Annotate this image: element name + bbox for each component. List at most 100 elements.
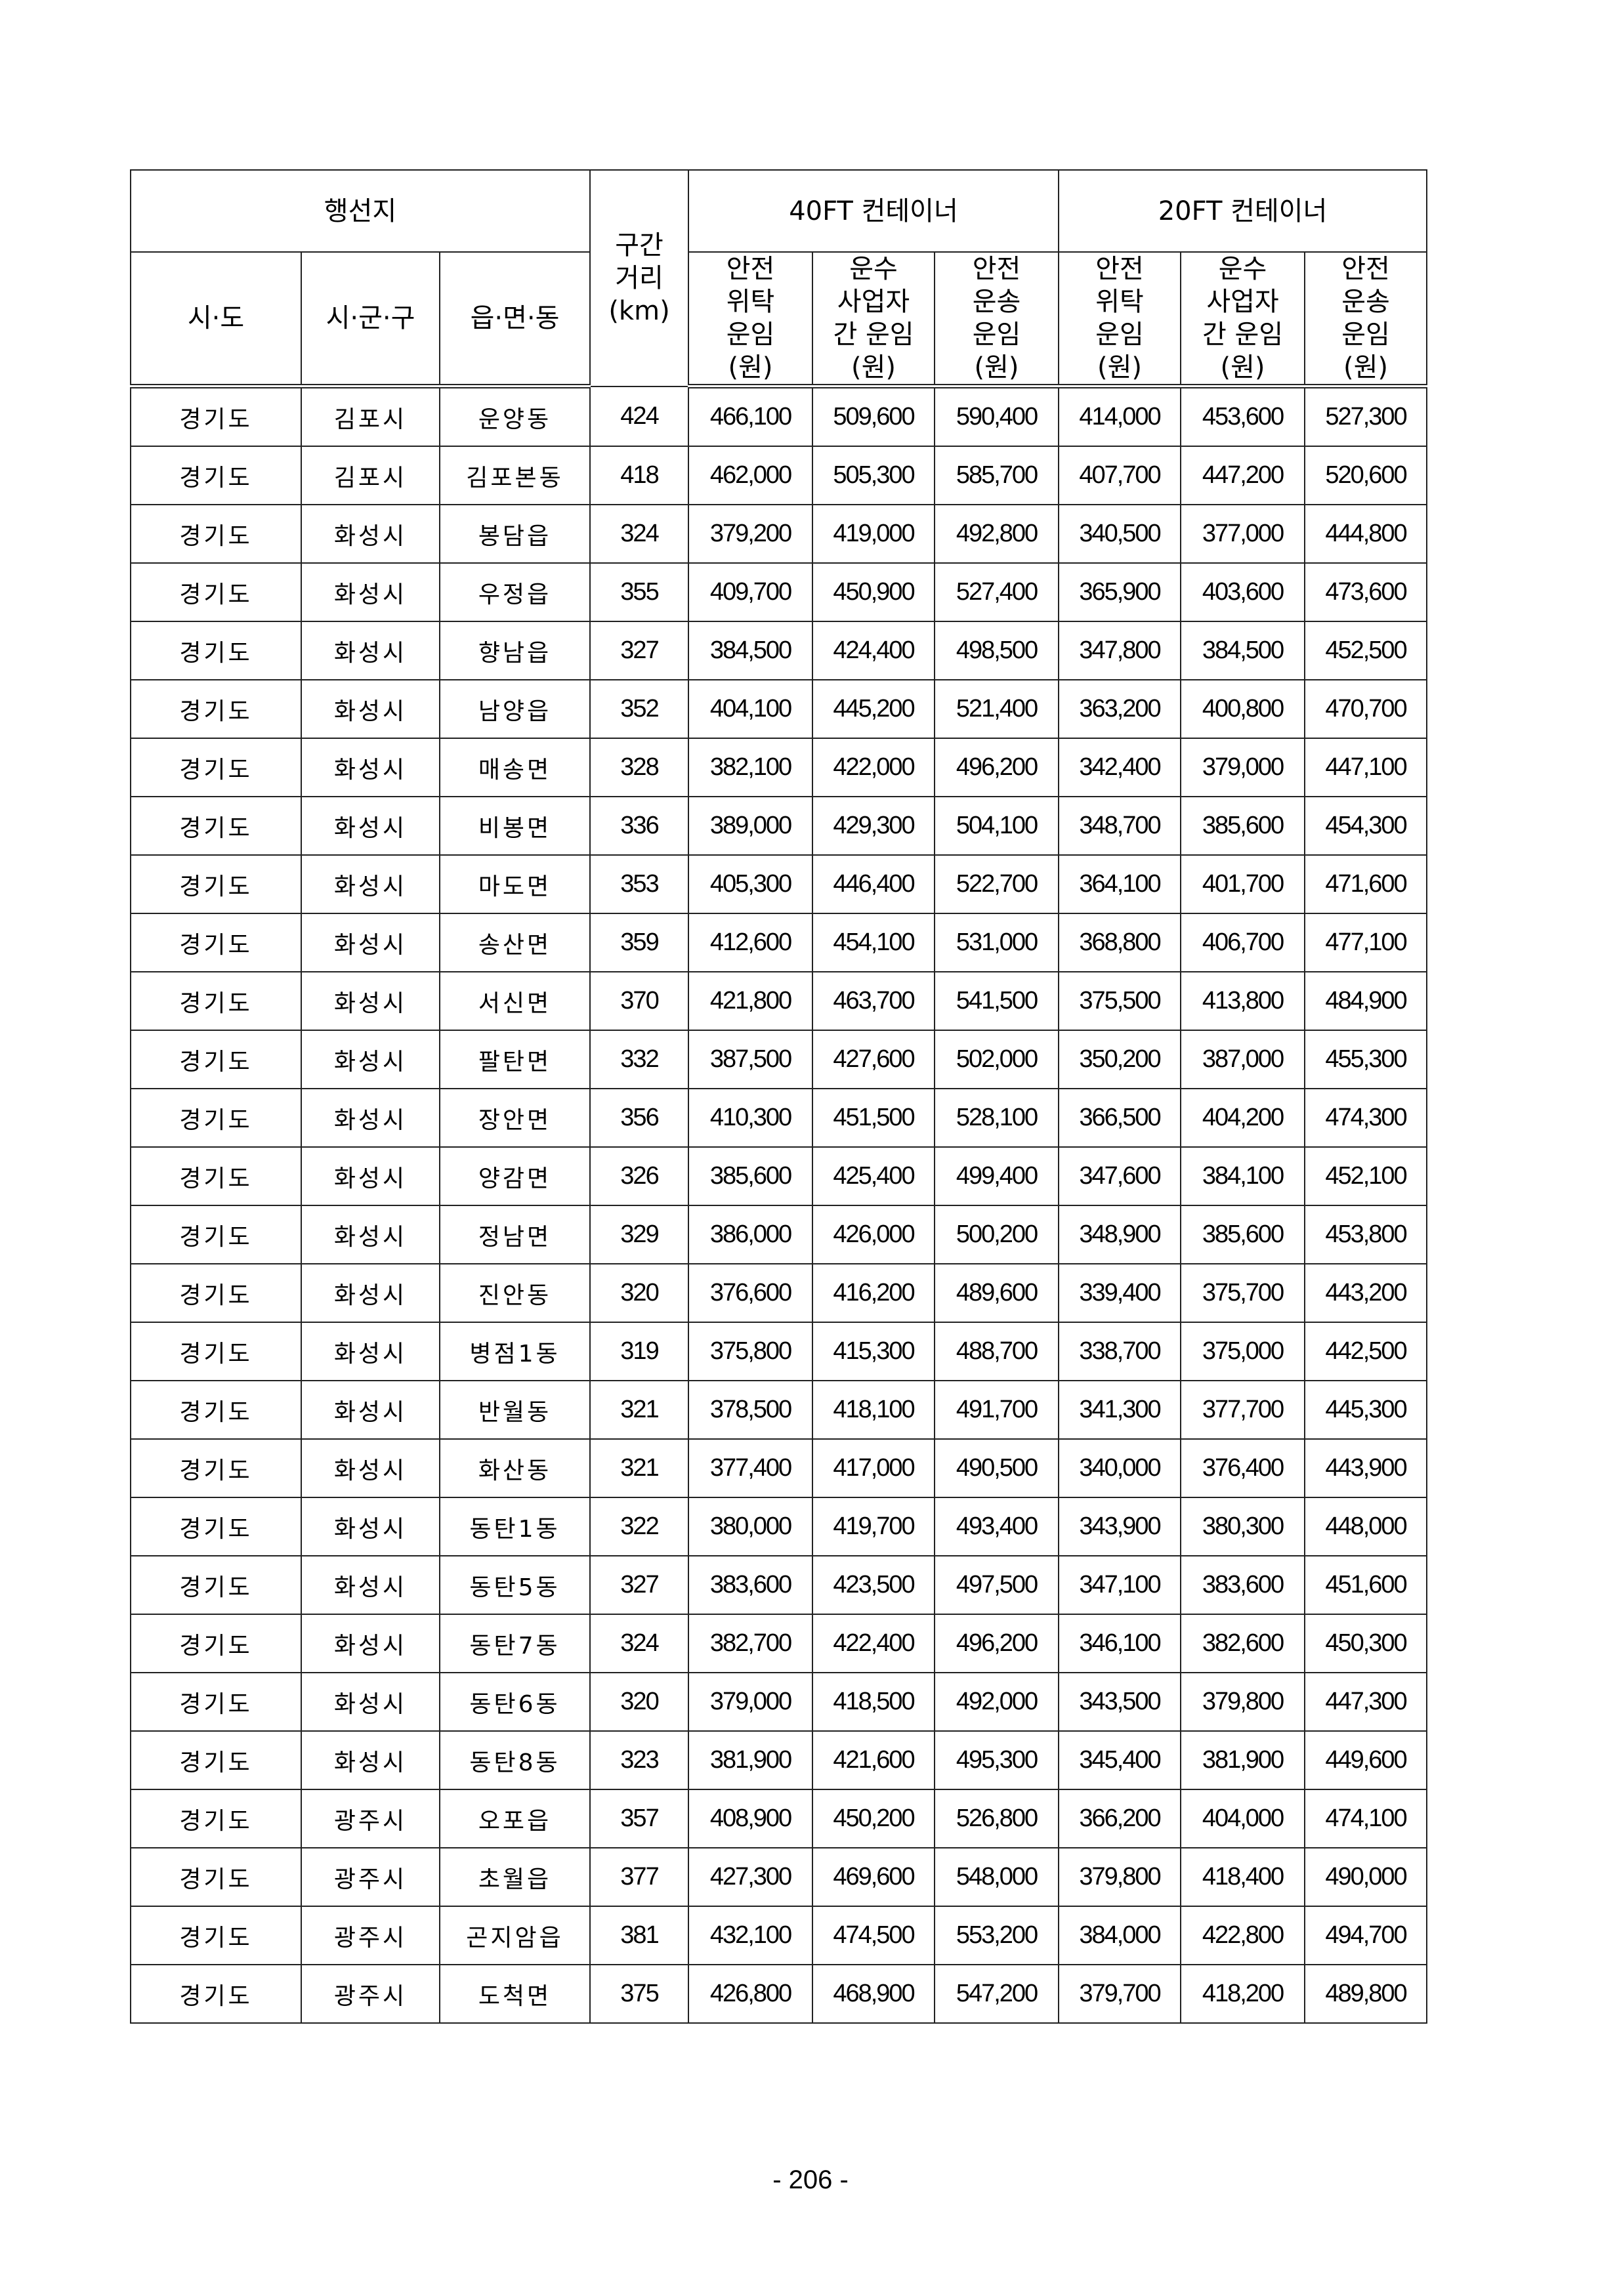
cell-20ft-safety-transport: 447,300 bbox=[1304, 1672, 1428, 1732]
cell-distance: 356 bbox=[589, 1088, 689, 1148]
table-row: 경기도 화성시 양감면 326 385,600 425,400 499,400 347,600… bbox=[130, 1146, 1428, 1206]
table-row: 경기도 화성시 동탄5동 327 383,600 423,500 497,500 347,10… bbox=[130, 1555, 1428, 1615]
cell-distance: 359 bbox=[589, 913, 689, 972]
cell-20ft-safety-transport: 448,000 bbox=[1304, 1497, 1428, 1556]
cell-town: 서신면 bbox=[439, 971, 591, 1031]
cell-40ft-safety-consign: 384,500 bbox=[688, 621, 813, 680]
cell-40ft-safety-transport: 490,500 bbox=[933, 1438, 1060, 1498]
cell-distance: 377 bbox=[589, 1847, 689, 1907]
cell-40ft-safety-consign: 427,300 bbox=[688, 1847, 813, 1907]
cell-40ft-safety-transport: 504,100 bbox=[933, 796, 1060, 856]
cell-20ft-safety-transport: 489,800 bbox=[1304, 1964, 1428, 2024]
cell-town: 봉담읍 bbox=[439, 504, 591, 564]
cell-40ft-safety-transport: 492,000 bbox=[933, 1672, 1060, 1732]
cell-40ft-inter-carrier: 419,700 bbox=[812, 1497, 935, 1556]
cell-40ft-safety-consign: 404,100 bbox=[688, 679, 813, 739]
cell-40ft-safety-transport: 492,800 bbox=[933, 504, 1060, 564]
cell-40ft-safety-consign: 405,300 bbox=[688, 854, 813, 914]
cell-20ft-inter-carrier: 377,000 bbox=[1180, 504, 1306, 564]
cell-20ft-safety-consign: 347,800 bbox=[1058, 621, 1182, 680]
cell-province: 경기도 bbox=[130, 854, 302, 914]
cell-40ft-inter-carrier: 469,600 bbox=[812, 1847, 935, 1907]
cell-40ft-safety-consign: 379,000 bbox=[688, 1672, 813, 1732]
cell-40ft-inter-carrier: 424,400 bbox=[812, 621, 935, 680]
cell-town: 동탄6동 bbox=[439, 1672, 591, 1732]
header-40ft-inter-carrier: 운수 사업자 간 운임 (원) bbox=[812, 251, 935, 388]
cell-40ft-safety-transport: 553,200 bbox=[933, 1906, 1060, 1965]
cell-20ft-safety-consign: 384,000 bbox=[1058, 1906, 1182, 1965]
cell-40ft-safety-transport: 548,000 bbox=[933, 1847, 1060, 1907]
cell-20ft-safety-transport: 452,100 bbox=[1304, 1146, 1428, 1206]
cell-20ft-safety-consign: 348,900 bbox=[1058, 1205, 1182, 1264]
cell-town: 오포읍 bbox=[439, 1789, 591, 1848]
cell-20ft-safety-consign: 338,700 bbox=[1058, 1322, 1182, 1381]
cell-20ft-safety-consign: 343,500 bbox=[1058, 1672, 1182, 1732]
cell-20ft-inter-carrier: 404,200 bbox=[1180, 1088, 1306, 1148]
cell-city: 광주시 bbox=[301, 1964, 440, 2024]
cell-40ft-safety-consign: 378,500 bbox=[688, 1380, 813, 1440]
cell-distance: 327 bbox=[589, 621, 689, 680]
cell-40ft-inter-carrier: 422,000 bbox=[812, 738, 935, 797]
cell-city: 화성시 bbox=[301, 1380, 440, 1440]
table-row: 경기도 화성시 향남읍 327 384,500 424,400 498,500 347,800… bbox=[130, 621, 1428, 680]
cell-city: 화성시 bbox=[301, 1672, 440, 1732]
cell-40ft-safety-consign: 386,000 bbox=[688, 1205, 813, 1264]
cell-20ft-safety-consign: 340,500 bbox=[1058, 504, 1182, 564]
cell-20ft-inter-carrier: 400,800 bbox=[1180, 679, 1306, 739]
cell-40ft-inter-carrier: 416,200 bbox=[812, 1263, 935, 1323]
table-row: 경기도 화성시 반월동 321 378,500 418,100 491,700 341,300… bbox=[130, 1380, 1428, 1440]
cell-city: 화성시 bbox=[301, 1497, 440, 1556]
cell-20ft-safety-transport: 454,300 bbox=[1304, 796, 1428, 856]
cell-20ft-safety-transport: 490,000 bbox=[1304, 1847, 1428, 1907]
cell-province: 경기도 bbox=[130, 562, 302, 622]
header-20ft: 20FT 컨테이너 bbox=[1058, 169, 1428, 253]
cell-40ft-inter-carrier: 446,400 bbox=[812, 854, 935, 914]
cell-40ft-inter-carrier: 474,500 bbox=[812, 1906, 935, 1965]
header-20ft-inter-carrier: 운수 사업자 간 운임 (원) bbox=[1180, 251, 1306, 388]
cell-city: 화성시 bbox=[301, 504, 440, 564]
cell-40ft-inter-carrier: 427,600 bbox=[812, 1030, 935, 1089]
cell-40ft-inter-carrier: 505,300 bbox=[812, 446, 935, 505]
cell-city: 광주시 bbox=[301, 1906, 440, 1965]
cell-city: 김포시 bbox=[301, 446, 440, 505]
cell-province: 경기도 bbox=[130, 1088, 302, 1148]
cell-20ft-safety-transport: 471,600 bbox=[1304, 854, 1428, 914]
cell-city: 화성시 bbox=[301, 621, 440, 680]
cell-20ft-safety-transport: 470,700 bbox=[1304, 679, 1428, 739]
cell-20ft-safety-transport: 443,200 bbox=[1304, 1263, 1428, 1323]
cell-40ft-inter-carrier: 417,000 bbox=[812, 1438, 935, 1498]
cell-province: 경기도 bbox=[130, 621, 302, 680]
cell-20ft-safety-transport: 442,500 bbox=[1304, 1322, 1428, 1381]
cell-20ft-safety-consign: 366,200 bbox=[1058, 1789, 1182, 1848]
cell-distance: 332 bbox=[589, 1030, 689, 1089]
cell-40ft-safety-consign: 380,000 bbox=[688, 1497, 813, 1556]
table-row: 경기도 화성시 동탄1동 322 380,000 419,700 493,400 343,90… bbox=[130, 1497, 1428, 1556]
cell-20ft-inter-carrier: 385,600 bbox=[1180, 1205, 1306, 1264]
cell-distance: 424 bbox=[589, 385, 689, 447]
cell-20ft-inter-carrier: 381,900 bbox=[1180, 1730, 1306, 1790]
cell-40ft-safety-transport: 496,200 bbox=[933, 1614, 1060, 1673]
table-row: 경기도 화성시 병점1동 319 375,800 415,300 488,700 338,70… bbox=[130, 1322, 1428, 1381]
cell-city: 화성시 bbox=[301, 913, 440, 972]
cell-40ft-safety-transport: 590,400 bbox=[933, 385, 1060, 447]
cell-20ft-safety-consign: 414,000 bbox=[1058, 385, 1182, 447]
table-row: 경기도 화성시 송산면 359 412,600 454,100 531,000 368,800… bbox=[130, 913, 1428, 972]
table-row: 경기도 화성시 화산동 321 377,400 417,000 490,500 340,000… bbox=[130, 1438, 1428, 1498]
cell-town: 정남면 bbox=[439, 1205, 591, 1264]
cell-town: 화산동 bbox=[439, 1438, 591, 1498]
cell-40ft-safety-transport: 500,200 bbox=[933, 1205, 1060, 1264]
cell-40ft-safety-consign: 385,600 bbox=[688, 1146, 813, 1206]
table-row: 경기도 광주시 도척면 375 426,800 468,900 547,200 379,700… bbox=[130, 1964, 1428, 2024]
cell-20ft-inter-carrier: 453,600 bbox=[1180, 385, 1306, 447]
cell-city: 화성시 bbox=[301, 1555, 440, 1615]
cell-20ft-inter-carrier: 401,700 bbox=[1180, 854, 1306, 914]
cell-town: 진안동 bbox=[439, 1263, 591, 1323]
cell-province: 경기도 bbox=[130, 1672, 302, 1732]
cell-distance: 322 bbox=[589, 1497, 689, 1556]
table-row: 경기도 화성시 진안동 320 376,600 416,200 489,600 339,400… bbox=[130, 1263, 1428, 1323]
cell-town: 비봉면 bbox=[439, 796, 591, 856]
cell-40ft-safety-consign: 421,800 bbox=[688, 971, 813, 1031]
cell-town: 동탄8동 bbox=[439, 1730, 591, 1790]
cell-city: 화성시 bbox=[301, 1322, 440, 1381]
cell-40ft-inter-carrier: 454,100 bbox=[812, 913, 935, 972]
